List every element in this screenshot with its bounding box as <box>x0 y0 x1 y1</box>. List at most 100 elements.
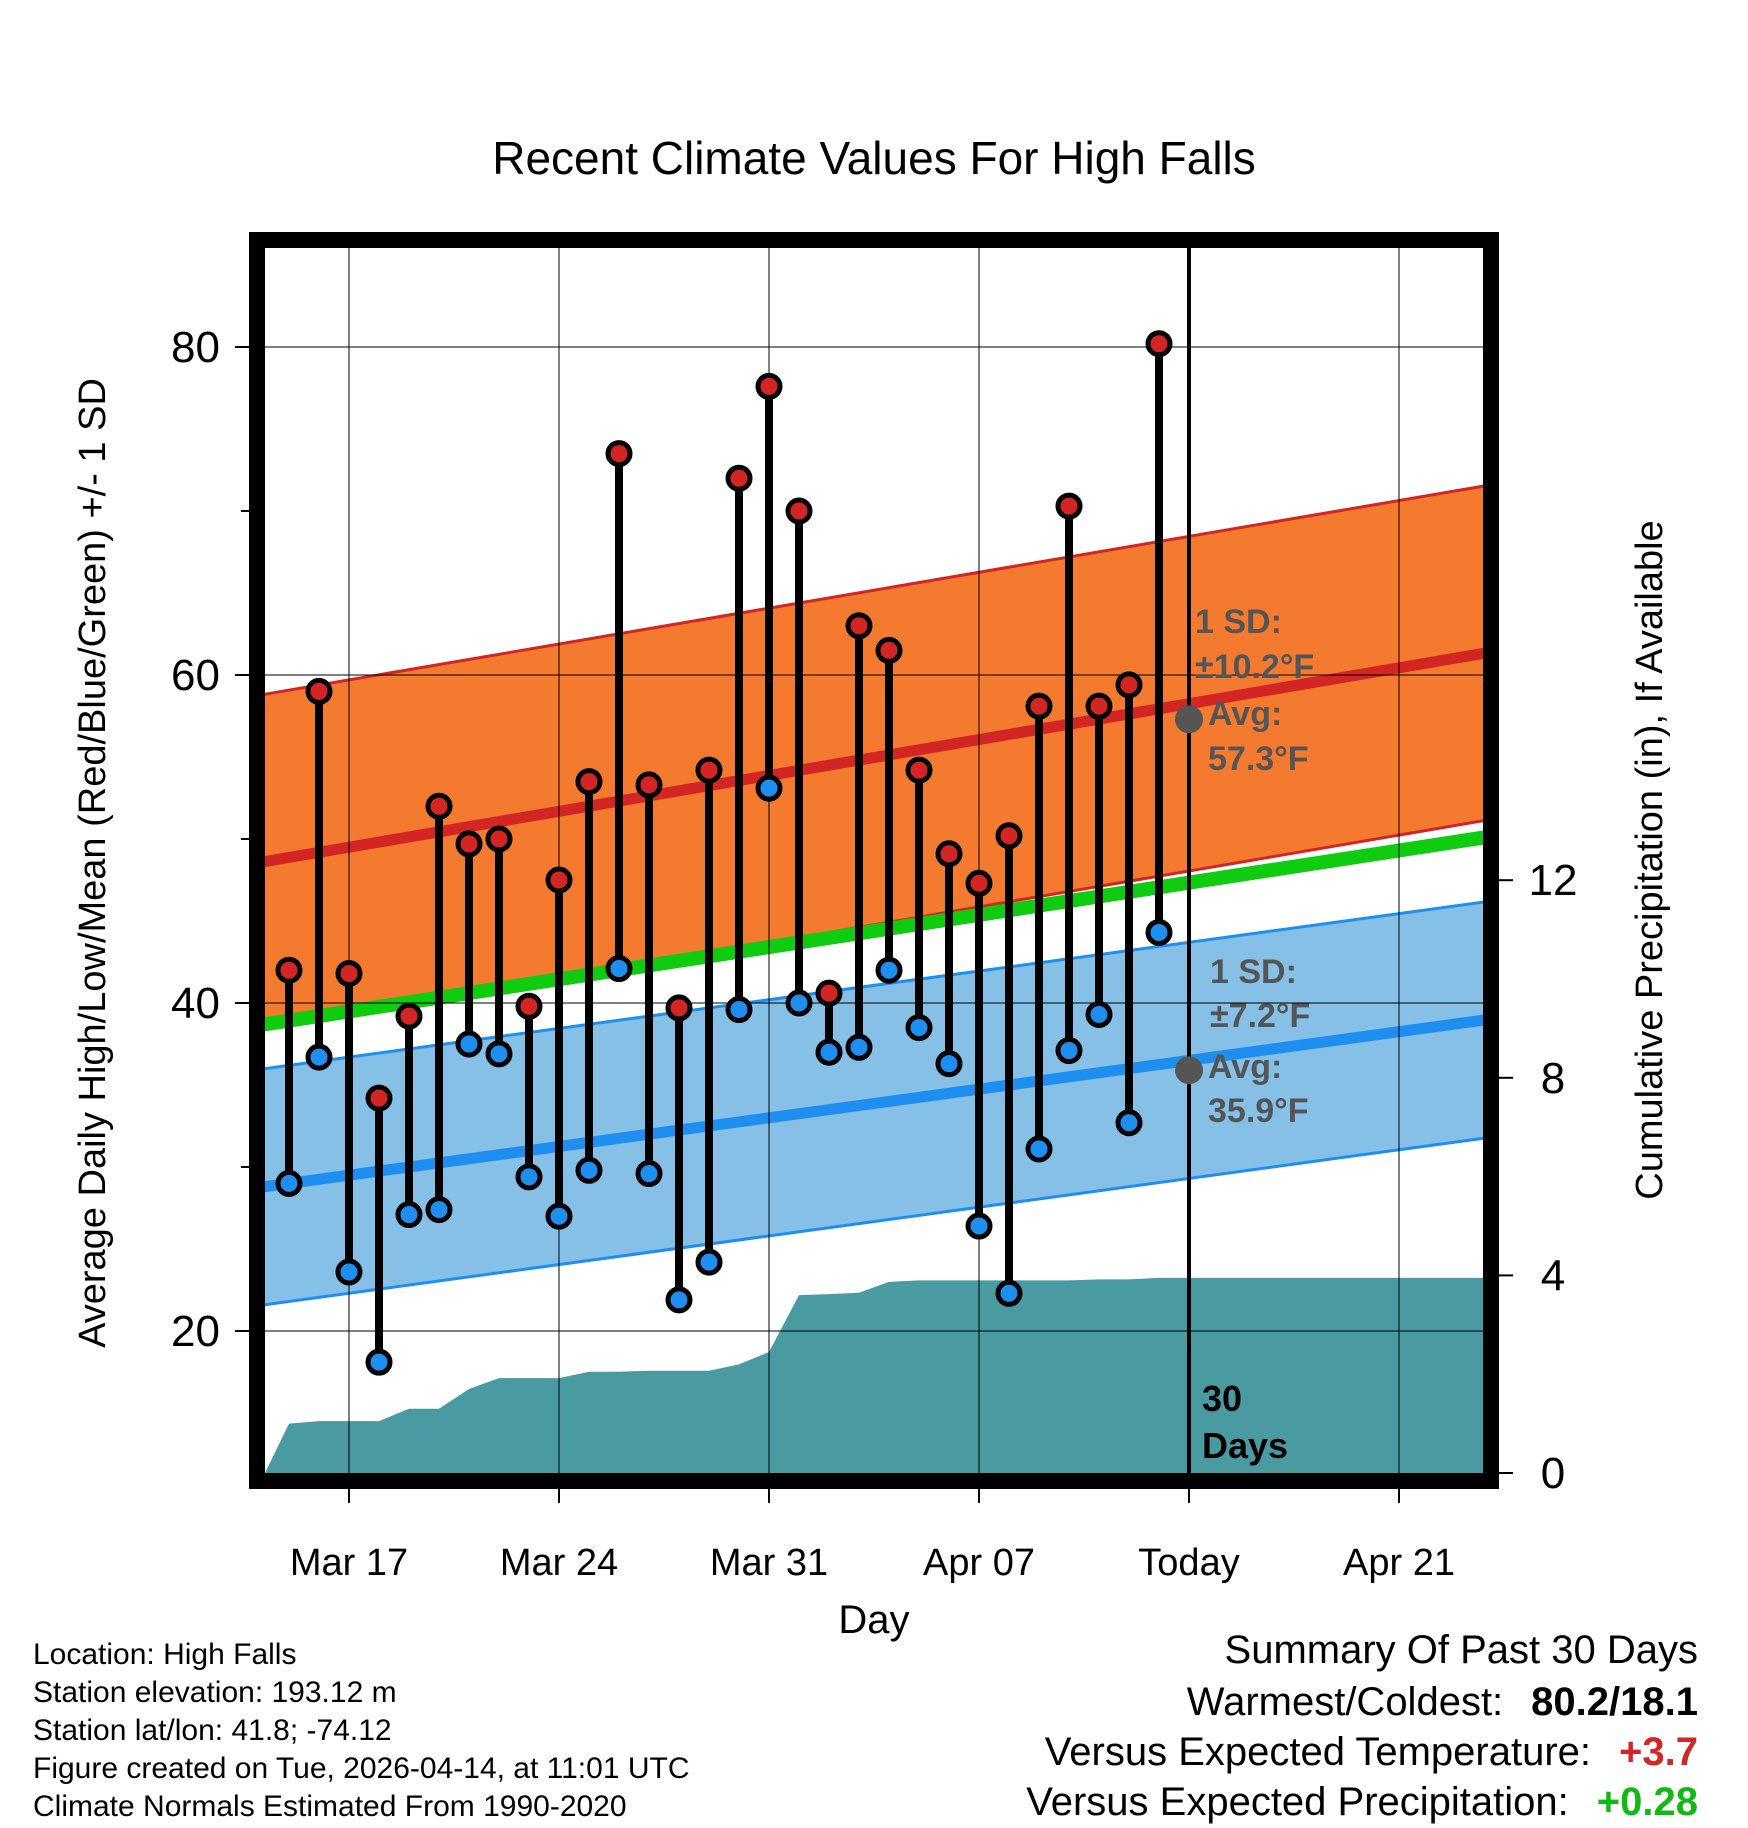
observed-high-point <box>665 994 693 1022</box>
observed-high-point <box>695 756 723 784</box>
high-avg-label: Avg: <box>1208 695 1282 733</box>
summary-temp-value: +3.7 <box>1619 1730 1698 1774</box>
y-right-axis-title: Cumulative Precipitation (in), If Availa… <box>1629 520 1671 1199</box>
summary-heading: Summary Of Past 30 Days <box>1224 1628 1698 1672</box>
observed-high-point <box>485 825 513 853</box>
observed-high-point <box>515 992 543 1020</box>
observed-low-point <box>815 1038 843 1066</box>
summary-warmest-value: 80.2/18.1 <box>1531 1680 1698 1724</box>
y-axis-title: Average Daily High/Low/Mean (Red/Blue/Gr… <box>72 378 114 1348</box>
observed-high-point <box>935 840 963 868</box>
observed-high-point <box>335 959 363 987</box>
observed-high-point <box>875 636 903 664</box>
observed-low-point <box>995 1279 1023 1307</box>
observed-low-point <box>1115 1109 1143 1137</box>
y-right-tick-label: 8 <box>1541 1054 1565 1103</box>
observed-low-point <box>665 1286 693 1314</box>
low-sd-value: ±7.2°F <box>1210 997 1310 1035</box>
observed-high-point <box>575 768 603 796</box>
observed-low-point <box>1055 1037 1083 1065</box>
observed-high-point <box>755 372 783 400</box>
observed-high-point <box>845 612 873 640</box>
summary-temp-label: Versus Expected Temperature: <box>1044 1730 1592 1774</box>
x-tick-label: Apr 07 <box>923 1542 1035 1584</box>
observed-high-point <box>365 1084 393 1112</box>
observed-low-point <box>1085 1000 1113 1028</box>
observed-low-point <box>875 956 903 984</box>
low-sd-label: 1 SD: <box>1210 953 1297 991</box>
x-tick-label: Mar 17 <box>290 1542 408 1584</box>
observed-high-point <box>395 1002 423 1030</box>
observed-low-point <box>515 1163 543 1191</box>
plot-area <box>265 248 1483 1473</box>
observed-high-point <box>1115 671 1143 699</box>
high-sd-value: ±10.2°F <box>1195 648 1314 686</box>
x-tick-label: Mar 24 <box>500 1542 618 1584</box>
y-right-tick-label: 4 <box>1541 1251 1565 1300</box>
info-latlon: Station lat/lon: 41.8; -74.12 <box>33 1714 392 1747</box>
observed-low-point <box>755 774 783 802</box>
observed-high-point <box>425 792 453 820</box>
observed-low-point <box>575 1156 603 1184</box>
y-right-tick-label: 12 <box>1529 856 1578 905</box>
summary-warmest-row: Warmest/Coldest: 80.2/18.1 <box>1187 1680 1698 1725</box>
y-tick-label: 40 <box>171 979 220 1028</box>
summary-precip-row: Versus Expected Precipitation: +0.28 <box>1026 1780 1698 1825</box>
observed-low-point <box>395 1201 423 1229</box>
today-days-number: 30 <box>1202 1378 1242 1419</box>
observed-low-point <box>335 1258 363 1286</box>
observed-low-point <box>845 1033 873 1061</box>
observed-high-point <box>725 464 753 492</box>
summary-precip-label: Versus Expected Precipitation: <box>1026 1780 1569 1824</box>
observed-high-point <box>545 866 573 894</box>
x-tick-label: Today <box>1138 1542 1239 1584</box>
observed-high-point <box>275 956 303 984</box>
observed-low-point <box>785 989 813 1017</box>
low-avg-label: Avg: <box>1208 1048 1282 1086</box>
summary-temp-row: Versus Expected Temperature: +3.7 <box>1045 1730 1698 1775</box>
y-right-tick-label: 0 <box>1541 1449 1565 1498</box>
plot-frame <box>249 232 1499 1489</box>
observed-high-point <box>815 979 843 1007</box>
low-average-marker <box>1175 1056 1203 1085</box>
observed-low-point <box>725 996 753 1024</box>
observed-low-point <box>695 1248 723 1276</box>
observed-low-point <box>455 1030 483 1058</box>
x-tick-label: Apr 21 <box>1343 1542 1455 1584</box>
observed-high-point <box>605 440 633 468</box>
low-avg-value: 35.9°F <box>1208 1092 1309 1130</box>
observed-low-point <box>905 1014 933 1042</box>
y-tick-label: 60 <box>171 651 220 700</box>
high-average-marker <box>1175 705 1203 734</box>
today-days-word: Days <box>1202 1425 1288 1466</box>
observed-low-point <box>275 1169 303 1197</box>
observed-low-point <box>935 1050 963 1078</box>
observed-high-point <box>1085 692 1113 720</box>
precipitation-area <box>265 1277 1483 1473</box>
observed-high-point <box>905 756 933 784</box>
observed-high-point <box>785 497 813 525</box>
observed-high-point <box>1025 692 1053 720</box>
observed-low-point <box>635 1160 663 1188</box>
observed-high-point <box>1145 330 1173 358</box>
info-normals: Climate Normals Estimated From 1990-2020 <box>33 1790 627 1823</box>
observed-low-point <box>545 1202 573 1230</box>
observed-low-point <box>1145 918 1173 946</box>
observed-low-point <box>965 1212 993 1240</box>
summary-warmest-label: Warmest/Coldest: <box>1186 1680 1504 1724</box>
observed-high-point <box>455 830 483 858</box>
observed-high-point <box>305 677 333 705</box>
observed-high-point <box>1055 492 1083 520</box>
observed-low-point <box>305 1043 333 1071</box>
info-created: Figure created on Tue, 2026-04-14, at 11… <box>33 1752 690 1785</box>
chart-title: Recent Climate Values For High Falls <box>492 132 1256 184</box>
normal-high-upper-edge <box>265 484 1483 696</box>
x-axis-title: Day <box>838 1598 909 1642</box>
summary-precip-value: +0.28 <box>1596 1780 1698 1824</box>
high-avg-value: 57.3°F <box>1208 740 1309 778</box>
observed-high-point <box>965 869 993 897</box>
observed-low-point <box>1025 1135 1053 1163</box>
observed-high-point <box>995 822 1023 850</box>
observed-high-point <box>635 771 663 799</box>
